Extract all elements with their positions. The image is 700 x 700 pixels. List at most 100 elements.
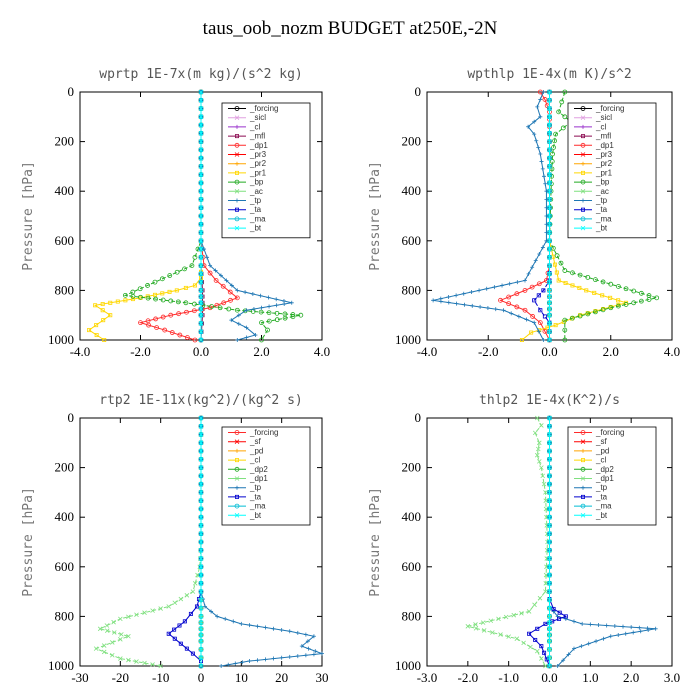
panel-3-series-tp-point: [263, 625, 268, 630]
panel-2-ytick-label: 200: [402, 134, 422, 149]
panel-4-series-dp1-point: [541, 481, 547, 487]
panel-2-series-bp-point: [631, 288, 637, 294]
panel-2-series-bp-point: [638, 298, 644, 304]
panel-2-series-bt-point: [547, 312, 552, 318]
panel-3-group: rtp2 1E-11x(kg^2)/(kg^2 s) Pressure [hPa]…: [21, 393, 329, 685]
panel-2-series-tp-point: [536, 145, 541, 150]
panel-3-series-ta-point: [188, 611, 193, 616]
panel-2-series-bp-point: [608, 281, 614, 287]
panel-3-series-bt-point: [198, 626, 204, 632]
panel-3-legend-pd-swatch-marker: [235, 448, 239, 453]
panel-1-series-dp1-point: [177, 332, 183, 338]
panel-3-series-dp1-point: [93, 646, 99, 651]
panel-1-series-dp1-point: [169, 330, 175, 335]
panel-3-series-dp1-point: [172, 600, 178, 606]
panel-1-series-bt-point: [198, 337, 204, 343]
panel-2-series-tp-point: [478, 304, 483, 309]
panel-4-legend-ta-label: _ta: [595, 492, 608, 501]
panel-1-series-dp1-point: [168, 312, 174, 318]
panel-2-xtick-label: -4.0: [417, 344, 438, 359]
panel-3-series-bt-point: [198, 523, 204, 528]
panel-4-series-bt-point: [547, 448, 552, 454]
panel-1-ytick-label: 800: [55, 282, 75, 297]
panel-1-series-tp-point: [274, 303, 279, 308]
panel-1-series-pr1-point: [174, 288, 179, 293]
panel-1-series-bp-point: [290, 314, 296, 320]
panel-4-series-dp1-point: [532, 602, 537, 608]
panel-3-series-dp1-point: [101, 649, 107, 655]
panel-2-series-tp-point: [533, 258, 538, 263]
panel-2-series-bp-point: [562, 337, 568, 343]
panel-3-series-ta-point: [177, 623, 182, 628]
panel-3-series-dp1-line: [94, 418, 202, 667]
panel-3-series-bt-point: [198, 514, 204, 520]
panel-1-series-pr1-point: [108, 300, 113, 305]
panel-3-series-dp1-point: [111, 619, 116, 625]
panel-2-series-bp-point: [585, 311, 591, 317]
panel-4-legend-bt-swatch-marker: [580, 513, 586, 518]
panel-2-series-tp-point: [462, 302, 467, 307]
panel-1-series-bt-point: [198, 114, 204, 120]
panel-2-series-dp1-point: [498, 297, 503, 303]
panel-2-series-tp-point: [530, 265, 535, 270]
panel-1-legend-ta-swatch-marker: [234, 207, 239, 212]
panel-2-series-pr1-point: [600, 293, 605, 298]
panel-3-series-bt-point: [198, 506, 204, 512]
panel-4-series-bt-point: [547, 490, 552, 495]
panel-4-series-dp1-point: [488, 618, 494, 624]
panel-2-legend-ma-swatch-marker: [580, 216, 586, 222]
panel-3-xtick-label: 10: [235, 670, 248, 685]
panel-3-series-tp-point: [233, 661, 238, 666]
panel-1-series-tp-point: [244, 335, 249, 340]
panel-4-series-bt-point: [547, 481, 552, 487]
panel-1-series-bp-point: [265, 327, 270, 333]
panel-4-series-dp1-point: [543, 589, 548, 594]
panel-1-series-tp-point: [243, 290, 248, 295]
panel-2-series-bp-point: [623, 302, 629, 307]
panel-4-series-dp1-point: [503, 614, 509, 620]
panel-2-series-tp-point: [523, 278, 527, 283]
panel-1-legend-sicl-swatch-marker: [234, 115, 240, 120]
panel-4-series-dp1-point: [519, 611, 524, 616]
panel-4-series-bt-point: [547, 597, 552, 603]
panel-3-series-bt-point: [198, 432, 204, 437]
panel-3-series-bt-point: [198, 556, 204, 561]
panel-4-series-dp1-point: [498, 632, 503, 637]
panel-1-series-dp1-point: [160, 314, 166, 320]
panel-2-series-tp-point: [454, 293, 459, 298]
panel-2-series-bt-point: [547, 306, 552, 312]
panel-1-series-pr1-point: [100, 308, 105, 313]
panel-3-series-bt-point: [198, 620, 204, 625]
panel-3-series-ta-point: [178, 641, 183, 646]
panel-1-legend-pr1-label: _pr1: [249, 168, 267, 177]
panel-3-xtick-label: -10: [152, 670, 169, 685]
panel-2-series-bp-point: [551, 144, 556, 150]
panel-2-legend-pr1-label: _pr1: [595, 168, 613, 177]
panel-2-series-tp-point: [492, 285, 497, 290]
panel-4-series-tp-point: [637, 625, 642, 630]
panel-2-series-tp-point: [509, 311, 514, 316]
panel-2-series-tp-point: [516, 314, 521, 319]
panel-2-series-pr1-point: [553, 323, 558, 328]
panel-3-ytick-label: 600: [55, 559, 75, 574]
panel-2-series-bp-point: [562, 268, 568, 273]
panel-2-series-tp-point: [461, 291, 466, 296]
panel-2-series-tp-point: [540, 245, 545, 250]
panel-1-series-tp-point: [274, 297, 279, 302]
panel-4-series-bt-point: [547, 564, 552, 570]
panel-4-series-bt-point: [547, 626, 552, 632]
panel-2-series-bt-point: [547, 271, 552, 277]
panel-1-legend-mfl-label: _mfl: [249, 132, 265, 141]
panel-3-series-ta-line: [167, 418, 202, 666]
panel-3-series-dp1-point: [178, 596, 184, 602]
panel-3-series-dp1-point: [97, 626, 103, 632]
panel-2-ytick-label: 1000: [395, 332, 421, 347]
panel-1-series-dp1-point: [153, 316, 159, 322]
panel-4-legend-dp2-swatch-marker: [580, 466, 586, 472]
panel-1-series-tp-point: [289, 300, 294, 305]
panel-1-series-bp-point: [258, 309, 264, 315]
panel-1-series-bp-point: [160, 297, 166, 303]
panel-2-ytick-label: 800: [402, 282, 422, 297]
panel-4-series-tp-point: [572, 619, 576, 624]
panel-4-series-dp1-point: [480, 620, 486, 625]
